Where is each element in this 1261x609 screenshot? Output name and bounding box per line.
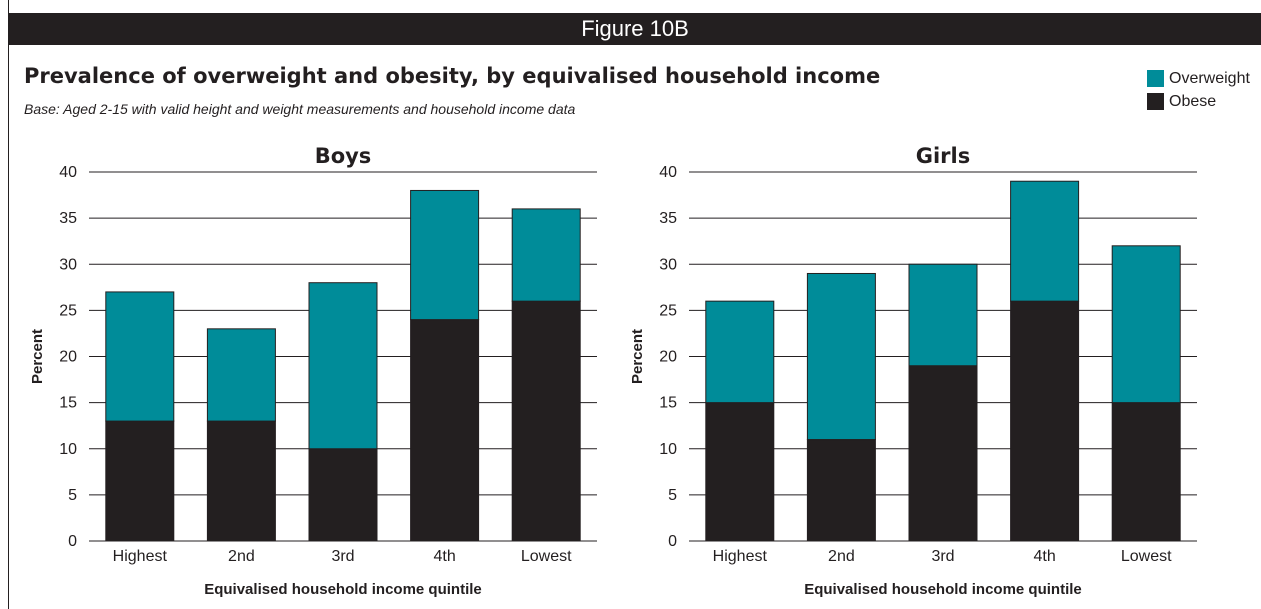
boys-bar-overweight-highest [105, 291, 175, 422]
girls-category-2nd: 2nd [828, 548, 855, 565]
boys-x-axis-title: Equivalised household income quintile [204, 581, 482, 598]
girls-category-4th: 4th [1033, 548, 1055, 565]
legend-item-obese: Obese [1147, 90, 1250, 113]
boys-ytick-30: 30 [59, 256, 77, 273]
girls-ytick-10: 10 [659, 441, 677, 458]
legend-label-overweight: Overweight [1169, 69, 1250, 87]
girls-bar-overweight-2nd [806, 272, 876, 441]
charts-canvas: 0 5 10 15 20 25 30 35 40 Highest 2nd 3rd 4th Lowest Bo… [29, 144, 1197, 598]
girls-bar-obese-3rd [908, 365, 978, 542]
boys-bar-obese-highest [105, 420, 175, 542]
legend: Overweight Obese [1147, 67, 1250, 113]
girls-bar-obese-4th [1010, 300, 1080, 542]
girls-ytick-15: 15 [659, 395, 677, 412]
girls-bar-overweight-3rd [908, 263, 978, 367]
boys-ytick-25: 25 [59, 302, 77, 319]
figure-banner: Figure 10B [9, 13, 1261, 45]
girls-ytick-35: 35 [659, 210, 677, 227]
girls-category-3rd: 3rd [931, 548, 954, 565]
girls-ytick-25: 25 [659, 302, 677, 319]
girls-bar-obese-highest [705, 402, 775, 542]
boys-bar-overweight-2nd [206, 328, 276, 422]
boys-category-2nd: 2nd [228, 548, 255, 565]
boys-category-4th: 4th [433, 548, 455, 565]
girls-x-axis-title: Equivalised household income quintile [804, 581, 1082, 598]
boys-ytick-0: 0 [68, 533, 77, 550]
girls-ytick-40: 40 [659, 164, 677, 181]
girls-bar-obese-lowest [1111, 402, 1181, 542]
girls-panel-title: Girls [916, 144, 971, 168]
chart-title: Prevalence of overweight and obesity, by… [24, 64, 881, 88]
legend-label-obese: Obese [1169, 92, 1217, 110]
girls-bar-overweight-4th [1010, 180, 1080, 302]
base-note: Base: Aged 2-15 with valid height and we… [24, 101, 576, 117]
figure: Figure 10B Prevalence of overweight and … [8, 0, 1261, 609]
boys-ytick-10: 10 [59, 441, 77, 458]
boys-ytick-5: 5 [68, 487, 77, 504]
girls-ytick-0: 0 [668, 533, 677, 550]
boys-bar-obese-2nd [206, 420, 276, 542]
boys-category-highest: Highest [113, 548, 168, 565]
boys-bar-overweight-3rd [308, 282, 378, 450]
girls-ytick-5: 5 [668, 487, 677, 504]
girls-bar-overweight-highest [705, 300, 775, 404]
legend-swatch-obese [1147, 93, 1164, 110]
boys-y-axis-title: Percent [29, 329, 46, 384]
legend-item-overweight: Overweight [1147, 67, 1250, 90]
girls-category-highest: Highest [713, 548, 768, 565]
girls-y-axis-title: Percent [629, 329, 646, 384]
girls-bar-obese-2nd [806, 439, 876, 542]
boys-bar-obese-3rd [308, 448, 378, 542]
legend-swatch-overweight [1147, 70, 1164, 87]
boys-panel-title: Boys [315, 144, 372, 168]
girls-bar-overweight-lowest [1111, 245, 1181, 404]
girls-ytick-20: 20 [659, 349, 677, 366]
boys-bar-overweight-4th [410, 189, 480, 321]
girls-category-lowest: Lowest [1121, 548, 1172, 565]
boys-ytick-40: 40 [59, 164, 77, 181]
boys-ytick-20: 20 [59, 349, 77, 366]
girls-ytick-30: 30 [659, 256, 677, 273]
boys-ytick-35: 35 [59, 210, 77, 227]
boys-bar-obese-4th [410, 319, 480, 542]
boys-category-lowest: Lowest [521, 548, 572, 565]
boys-category-3rd: 3rd [331, 548, 354, 565]
boys-bar-obese-lowest [511, 300, 581, 542]
boys-ytick-15: 15 [59, 395, 77, 412]
boys-bar-overweight-lowest [511, 208, 581, 302]
